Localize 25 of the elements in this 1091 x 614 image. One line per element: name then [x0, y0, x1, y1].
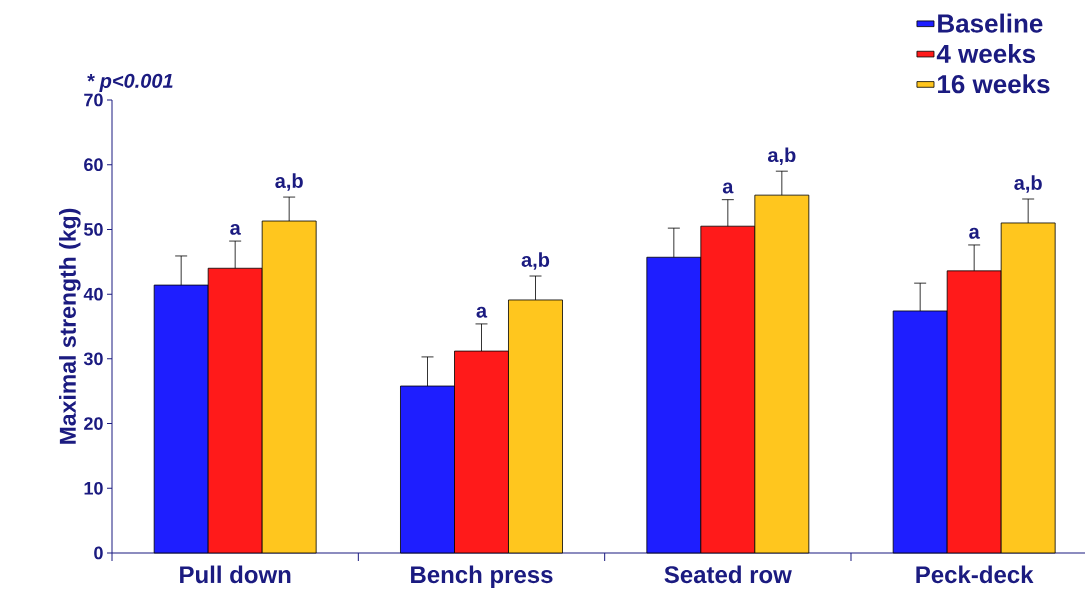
y-tick-label: 60 — [84, 158, 103, 172]
legend-label: Baseline — [938, 13, 1043, 33]
x-tick-label: Bench press — [411, 565, 553, 588]
y-tick-label: 0 — [94, 546, 103, 560]
text: * p<0.001 — [87, 73, 173, 92]
y-tick-label: 70 — [84, 93, 103, 107]
legend-label: 16 weeks — [938, 74, 1050, 94]
data-label: a — [230, 223, 241, 235]
data-label: a — [722, 182, 734, 194]
data-label: a,b — [1014, 175, 1042, 193]
data-label: a,b — [275, 173, 303, 191]
x-tick-label: Pull down — [180, 565, 291, 584]
y-tick-label: 10 — [84, 481, 103, 495]
y-tick-label: 20 — [84, 417, 103, 430]
y-axis-title: Maximal strength (kg) — [59, 208, 81, 444]
y-tick-label: 30 — [83, 352, 103, 366]
y-tick-label: 40 — [83, 287, 103, 301]
y-tick-label: 50 — [84, 223, 103, 236]
data-label: a — [476, 306, 488, 318]
legend-label: 4 weeks — [936, 43, 1036, 64]
x-tick-label: Peck-deck — [916, 565, 1034, 584]
data-label: a,b — [767, 147, 796, 165]
data-label: a,b — [521, 252, 550, 270]
x-tick-label: Seated row — [664, 565, 792, 584]
data-label: a — [969, 227, 980, 239]
